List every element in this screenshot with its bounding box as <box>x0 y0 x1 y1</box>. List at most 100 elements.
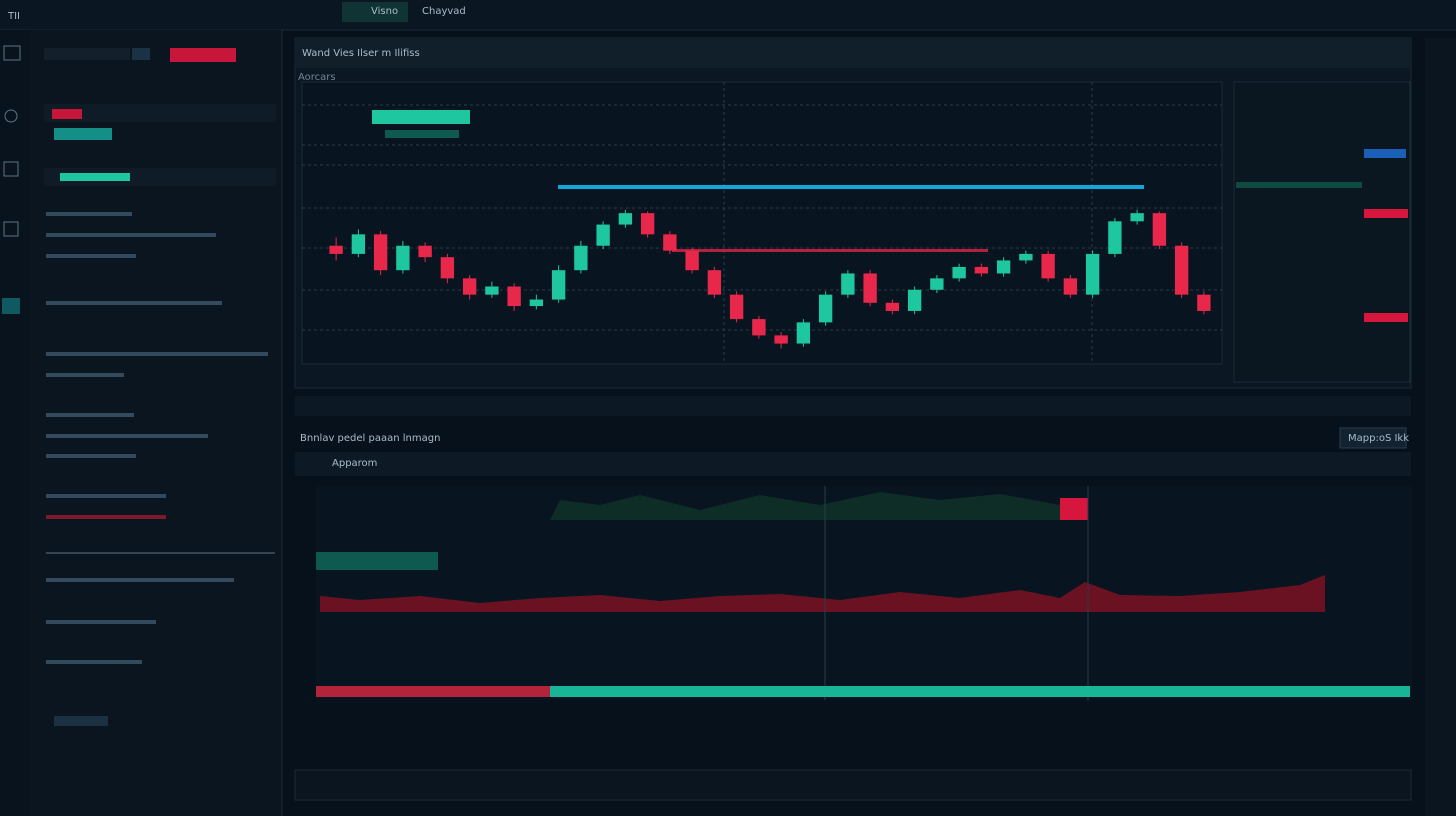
icon-rail <box>0 30 30 816</box>
order-book <box>1233 81 1411 383</box>
area <box>320 575 1325 612</box>
icon[interactable] <box>4 109 18 123</box>
highlight <box>316 552 438 570</box>
guides <box>302 82 1222 364</box>
candle-body <box>1174 245 1189 295</box>
candles <box>329 209 1211 349</box>
row-placeholder <box>46 620 156 624</box>
row-placeholder <box>46 660 142 664</box>
badge <box>54 128 112 140</box>
candle-body <box>529 299 544 307</box>
highlight <box>372 110 470 124</box>
candle-body <box>841 273 855 295</box>
row-placeholder <box>46 352 268 356</box>
tab[interactable] <box>342 2 408 22</box>
row <box>44 168 276 186</box>
candle-body <box>596 224 610 246</box>
button[interactable] <box>170 48 236 62</box>
candle-body <box>618 213 633 225</box>
list <box>46 212 268 664</box>
tab-label[interactable]: Visno <box>371 6 398 17</box>
toolbar-label: Apparom <box>332 458 377 469</box>
candle-body <box>440 257 455 279</box>
candle-body <box>551 270 566 300</box>
candle-body <box>885 302 900 311</box>
level-line <box>558 185 1144 189</box>
candle-body <box>930 278 944 290</box>
row-placeholder <box>46 494 166 498</box>
candle-body <box>1019 253 1033 261</box>
candle-body <box>329 245 343 254</box>
candle-body <box>485 286 499 295</box>
candle-body <box>574 245 588 271</box>
candle-body <box>729 294 744 320</box>
row-placeholder <box>46 434 208 438</box>
candle-body <box>907 289 922 311</box>
price-tag <box>1364 149 1406 158</box>
price-tag <box>1364 313 1408 322</box>
icon[interactable] <box>3 221 19 237</box>
input[interactable] <box>44 48 130 60</box>
row-placeholder <box>46 254 136 258</box>
panel-title: Wand Vies Ilser m Ilifiss <box>302 48 420 59</box>
candle-body <box>1041 253 1055 279</box>
icon[interactable] <box>3 45 21 61</box>
right-rail <box>1425 38 1456 816</box>
button-label[interactable]: Mapp:oS Ikk <box>1348 433 1409 444</box>
candle-body <box>640 213 655 235</box>
button[interactable] <box>54 716 108 726</box>
button[interactable] <box>1339 427 1407 449</box>
icon[interactable] <box>3 161 19 177</box>
panel-label: Aorcars <box>298 72 336 83</box>
plot-area <box>301 81 1223 365</box>
candle-body <box>663 234 677 251</box>
volume-band <box>316 686 550 697</box>
price-tag <box>1060 498 1088 520</box>
row-placeholder <box>46 301 222 305</box>
brand: TII <box>7 11 20 22</box>
top-bar <box>0 0 1456 30</box>
row-placeholder <box>46 515 166 519</box>
candle-body <box>974 266 989 274</box>
status-row <box>295 396 1411 416</box>
candle-body <box>1152 213 1167 246</box>
icon[interactable] <box>2 298 20 314</box>
row <box>44 104 276 122</box>
row-placeholder <box>46 212 132 216</box>
candle-body <box>1108 221 1122 254</box>
candle-body <box>1197 294 1211 311</box>
level-line <box>672 249 988 252</box>
row-placeholder <box>46 578 234 582</box>
candle-body <box>863 273 877 303</box>
panel-title: Bnnlav pedel paaan lnmagn <box>300 433 440 444</box>
candle-body <box>351 234 366 254</box>
toolbar <box>295 452 1411 476</box>
candle-body <box>1085 253 1100 295</box>
candle-body <box>396 245 410 271</box>
candle-body <box>774 335 788 344</box>
row-placeholder <box>46 373 124 377</box>
candle-body <box>1130 213 1144 222</box>
candle-body <box>462 278 477 295</box>
row-placeholder <box>46 233 216 237</box>
badge <box>52 109 82 119</box>
candle-body <box>796 322 811 344</box>
candle-body <box>418 245 432 258</box>
highlight <box>385 130 459 138</box>
row-placeholder <box>46 454 136 458</box>
price-tag <box>1364 209 1408 218</box>
tab-label[interactable]: Chayvad <box>422 6 466 17</box>
candle-body <box>952 266 966 279</box>
candle-body <box>685 250 699 271</box>
footer <box>294 769 1412 801</box>
volume-band <box>550 686 1410 697</box>
candle-body <box>373 234 388 271</box>
candle-body <box>507 286 521 307</box>
book-row <box>1236 182 1362 188</box>
button[interactable] <box>132 48 150 60</box>
candle-body <box>818 294 833 323</box>
candle-body <box>707 270 722 295</box>
left-panel <box>30 30 282 816</box>
